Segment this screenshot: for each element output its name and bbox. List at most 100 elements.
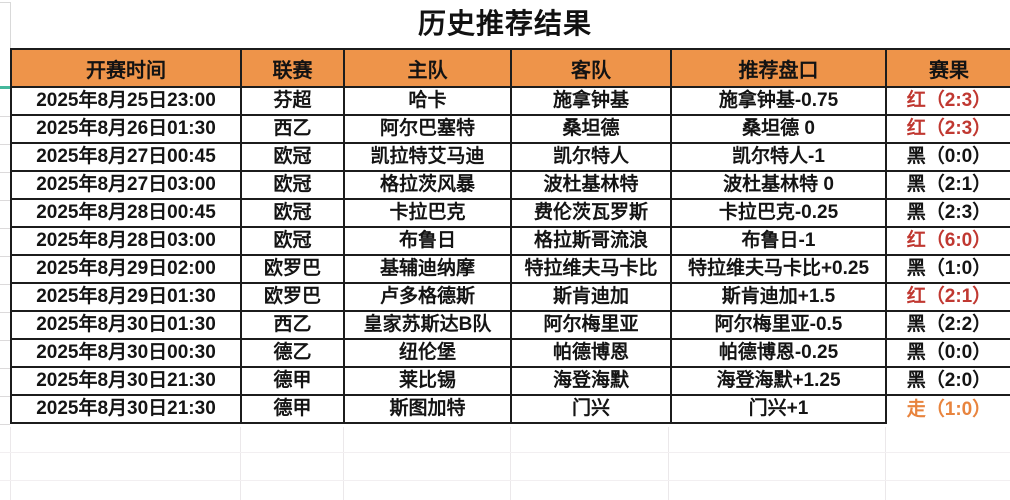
cell-home[interactable]: 卢多格德斯 [343,282,512,312]
cell-league[interactable]: 欧罗巴 [240,254,345,284]
gridline [240,427,241,500]
cell-away[interactable]: 海登海默 [510,366,672,396]
header-cell-league[interactable]: 联赛 [240,48,345,88]
cell-handicap[interactable]: 门兴+1 [670,394,887,424]
cell-home[interactable]: 哈卡 [343,86,512,116]
cell-league[interactable]: 芬超 [240,86,345,116]
cell-handicap[interactable]: 波杜基林特 0 [670,170,887,200]
cell-handicap[interactable]: 施拿钟基-0.75 [670,86,887,116]
cell-league[interactable]: 德甲 [240,394,345,424]
header-cell-away[interactable]: 客队 [510,48,672,88]
cell-away[interactable]: 桑坦德 [510,114,672,144]
cell-result[interactable]: 红（6:0） [885,226,1010,256]
gridline [885,427,886,500]
cell-handicap[interactable]: 桑坦德 0 [670,114,887,144]
gridline [0,396,10,397]
cell-result[interactable]: 黑（2:0） [885,366,1010,396]
cell-league[interactable]: 德甲 [240,366,345,396]
cell-time[interactable]: 2025年8月30日21:30 [10,394,242,424]
header-cell-home[interactable]: 主队 [343,48,512,88]
table-row: 2025年8月30日01:30 西乙 皇家苏斯达B队 阿尔梅里亚 阿尔梅里亚-0.5 黑（… [10,310,1010,340]
cell-home[interactable]: 皇家苏斯达B队 [343,310,512,340]
cell-time[interactable]: 2025年8月30日21:30 [10,366,242,396]
cell-time[interactable]: 2025年8月30日00:30 [10,338,242,368]
cell-home[interactable]: 莱比锡 [343,366,512,396]
cell-home[interactable]: 格拉茨风暴 [343,170,512,200]
gridline [0,312,10,313]
header-row: 开赛时间 联赛 主队 客队 推荐盘口 赛果 [10,48,1010,88]
cell-home[interactable]: 凯拉特艾马迪 [343,142,512,172]
page-title: 历史推荐结果 [417,8,592,39]
cell-away[interactable]: 施拿钟基 [510,86,672,116]
cell-handicap[interactable]: 斯肯迪加+1.5 [670,282,887,312]
gridline [0,144,10,145]
cell-away[interactable]: 费伦茨瓦罗斯 [510,198,672,228]
gridline [0,368,10,369]
cell-handicap[interactable]: 阿尔梅里亚-0.5 [670,310,887,340]
cell-time[interactable]: 2025年8月26日01:30 [10,114,242,144]
table-row: 2025年8月27日00:45 欧冠 凯拉特艾马迪 凯尔特人 凯尔特人-1 黑（0:0） [10,142,1010,172]
cell-result[interactable]: 走（1:0） [885,394,1010,423]
header-cell-result[interactable]: 赛果 [885,48,1010,88]
gridline [0,256,10,257]
gridline [0,172,10,173]
cell-home[interactable]: 卡拉巴克 [343,198,512,228]
cell-result[interactable]: 黑（0:0） [885,338,1010,368]
cell-handicap[interactable]: 帕德博恩-0.25 [670,338,887,368]
gridline [0,424,10,425]
cell-away[interactable]: 斯肯迪加 [510,282,672,312]
cell-handicap[interactable]: 卡拉巴克-0.25 [670,198,887,228]
cell-time[interactable]: 2025年8月27日00:45 [10,142,242,172]
cell-home[interactable]: 纽伦堡 [343,338,512,368]
cell-home[interactable]: 布鲁日 [343,226,512,256]
cell-league[interactable]: 西乙 [240,310,345,340]
cell-handicap[interactable]: 布鲁日-1 [670,226,887,256]
cell-result[interactable]: 红（2:3） [885,114,1010,144]
cell-league[interactable]: 欧冠 [240,142,345,172]
cell-handicap[interactable]: 海登海默+1.25 [670,366,887,396]
cell-home[interactable]: 基辅迪纳摩 [343,254,512,284]
cell-time[interactable]: 2025年8月25日23:00 [10,86,242,116]
cell-away[interactable]: 帕德博恩 [510,338,672,368]
header-cell-time[interactable]: 开赛时间 [10,48,242,88]
cell-handicap[interactable]: 凯尔特人-1 [670,142,887,172]
cell-league[interactable]: 德乙 [240,338,345,368]
cell-result[interactable]: 黑（0:0） [885,142,1010,172]
cell-time[interactable]: 2025年8月28日03:00 [10,226,242,256]
cell-result[interactable]: 黑（2:2） [885,310,1010,340]
cell-away[interactable]: 波杜基林特 [510,170,672,200]
cell-league[interactable]: 欧罗巴 [240,282,345,312]
table-row: 2025年8月26日01:30 西乙 阿尔巴塞特 桑坦德 桑坦德 0 红（2:3） [10,114,1010,144]
cell-away[interactable]: 凯尔特人 [510,142,672,172]
cell-away[interactable]: 门兴 [510,394,672,424]
gridline [0,2,10,3]
cell-home[interactable]: 阿尔巴塞特 [343,114,512,144]
cell-league[interactable]: 欧冠 [240,226,345,256]
cell-result[interactable]: 红（2:1） [885,282,1010,312]
cell-result[interactable]: 黑（1:0） [885,254,1010,284]
cell-away[interactable]: 特拉维夫马卡比 [510,254,672,284]
cell-away[interactable]: 格拉斯哥流浪 [510,226,672,256]
cell-league[interactable]: 欧冠 [240,198,345,228]
cell-away[interactable]: 阿尔梅里亚 [510,310,672,340]
cell-league[interactable]: 西乙 [240,114,345,144]
cell-time[interactable]: 2025年8月27日03:00 [10,170,242,200]
gridline [0,452,1010,453]
header-cell-handicap[interactable]: 推荐盘口 [670,48,887,88]
cell-league[interactable]: 欧冠 [240,170,345,200]
cell-result[interactable]: 黑（2:3） [885,198,1010,228]
table-row: 2025年8月30日21:30 德甲 莱比锡 海登海默 海登海默+1.25 黑（2:0） [10,366,1010,396]
cell-time[interactable]: 2025年8月29日01:30 [10,282,242,312]
gridline [0,284,10,285]
table-header: 开赛时间 联赛 主队 客队 推荐盘口 赛果 [10,48,1010,88]
cell-home[interactable]: 斯图加特 [343,394,512,424]
gridline [10,427,11,500]
cell-time[interactable]: 2025年8月28日00:45 [10,198,242,228]
cell-time[interactable]: 2025年8月30日01:30 [10,310,242,340]
cell-result[interactable]: 红（2:3） [885,86,1010,116]
cell-result[interactable]: 黑（2:1） [885,170,1010,200]
table-row: 2025年8月27日03:00 欧冠 格拉茨风暴 波杜基林特 波杜基林特 0 黑（2:1） [10,170,1010,200]
table-row: 2025年8月25日23:00 芬超 哈卡 施拿钟基 施拿钟基-0.75 红（2:3） [10,86,1010,116]
cell-handicap[interactable]: 特拉维夫马卡比+0.25 [670,254,887,284]
cell-time[interactable]: 2025年8月29日02:00 [10,254,242,284]
